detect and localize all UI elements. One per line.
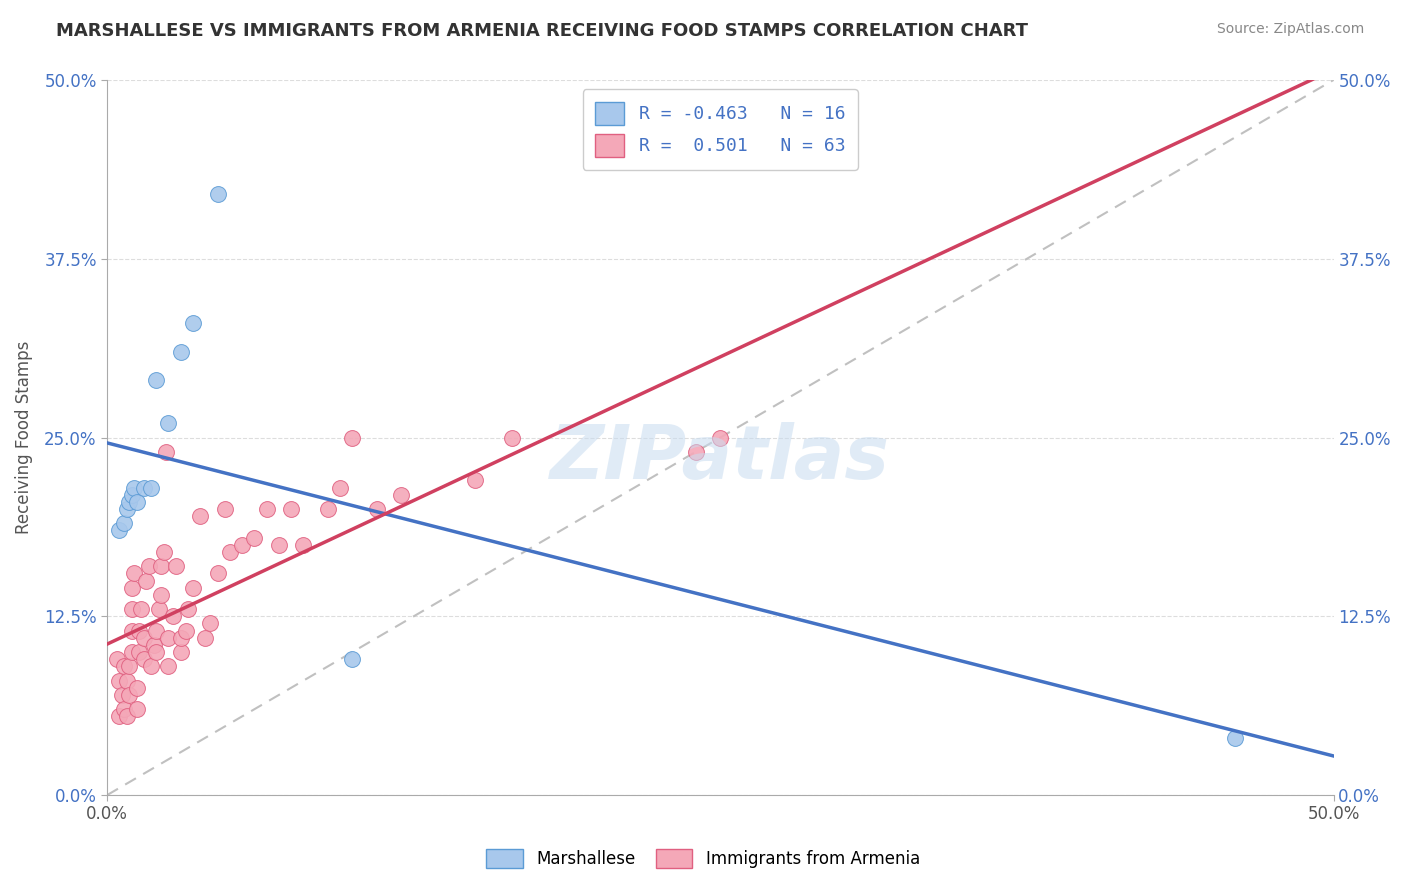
Point (198, 616, 221, 631)
Point (177, 602, 200, 616)
Point (150, 559, 173, 574)
Point (142, 638, 165, 652)
Point (170, 631, 193, 645)
Point (366, 502, 388, 516)
Point (165, 559, 187, 574)
Point (157, 659, 180, 673)
Point (125, 495, 148, 509)
Point (214, 502, 236, 516)
Point (190, 509, 212, 524)
Point (132, 631, 155, 645)
Point (121, 624, 143, 638)
Point (267, 538, 290, 552)
Point (709, 430, 731, 444)
Point (148, 602, 170, 616)
Point (170, 645, 193, 659)
Point (218, 545, 240, 559)
Point (207, 187, 229, 202)
Point (152, 545, 174, 559)
Point (135, 574, 157, 588)
Point (108, 673, 131, 688)
Point (115, 502, 138, 516)
Point (131, 602, 153, 616)
Point (329, 481, 352, 495)
Point (141, 659, 163, 673)
Point (292, 538, 315, 552)
Point (174, 624, 197, 638)
Text: Source: ZipAtlas.com: Source: ZipAtlas.com (1216, 22, 1364, 37)
Point (132, 481, 155, 495)
Point (125, 681, 148, 695)
Y-axis label: Receiving Food Stamps: Receiving Food Stamps (15, 341, 32, 534)
Point (342, 430, 364, 444)
Point (157, 416, 180, 430)
Point (128, 645, 150, 659)
Point (157, 631, 180, 645)
Point (170, 344, 193, 359)
Point (150, 588, 173, 602)
Point (121, 581, 143, 595)
Point (280, 502, 302, 516)
Point (122, 566, 145, 581)
Point (125, 702, 148, 716)
Point (256, 502, 278, 516)
Point (685, 445, 707, 459)
Legend: R = -0.463   N = 16, R =  0.501   N = 63: R = -0.463 N = 16, R = 0.501 N = 63 (582, 89, 858, 169)
Point (501, 430, 523, 444)
Point (145, 645, 167, 659)
Point (108, 524, 131, 538)
Point (464, 474, 486, 488)
Point (141, 481, 163, 495)
Text: MARSHALLESE VS IMMIGRANTS FROM ARMENIA RECEIVING FOOD STAMPS CORRELATION CHART: MARSHALLESE VS IMMIGRANTS FROM ARMENIA R… (56, 22, 1028, 40)
Point (181, 316, 204, 330)
Point (145, 373, 167, 387)
Point (121, 645, 143, 659)
Point (207, 566, 229, 581)
Point (316, 502, 339, 516)
Point (112, 659, 135, 673)
Point (243, 531, 266, 545)
Point (112, 702, 135, 716)
Point (155, 445, 177, 459)
Point (108, 709, 131, 723)
Point (118, 495, 141, 509)
Point (105, 652, 128, 666)
Text: ZIPatlas: ZIPatlas (550, 423, 890, 495)
Point (122, 481, 145, 495)
Point (391, 488, 413, 502)
Point (128, 624, 150, 638)
Point (181, 581, 204, 595)
Point (121, 602, 143, 616)
Point (145, 624, 167, 638)
Point (118, 659, 141, 673)
Point (132, 652, 155, 666)
Point (194, 631, 217, 645)
Point (111, 688, 134, 702)
Point (115, 709, 138, 723)
Point (342, 652, 364, 666)
Point (231, 538, 253, 552)
Legend: Marshallese, Immigrants from Armenia: Marshallese, Immigrants from Armenia (479, 842, 927, 875)
Point (162, 609, 184, 624)
Point (1225, 731, 1247, 745)
Point (121, 488, 143, 502)
Point (138, 559, 160, 574)
Point (112, 516, 135, 531)
Point (118, 688, 141, 702)
Point (115, 673, 138, 688)
